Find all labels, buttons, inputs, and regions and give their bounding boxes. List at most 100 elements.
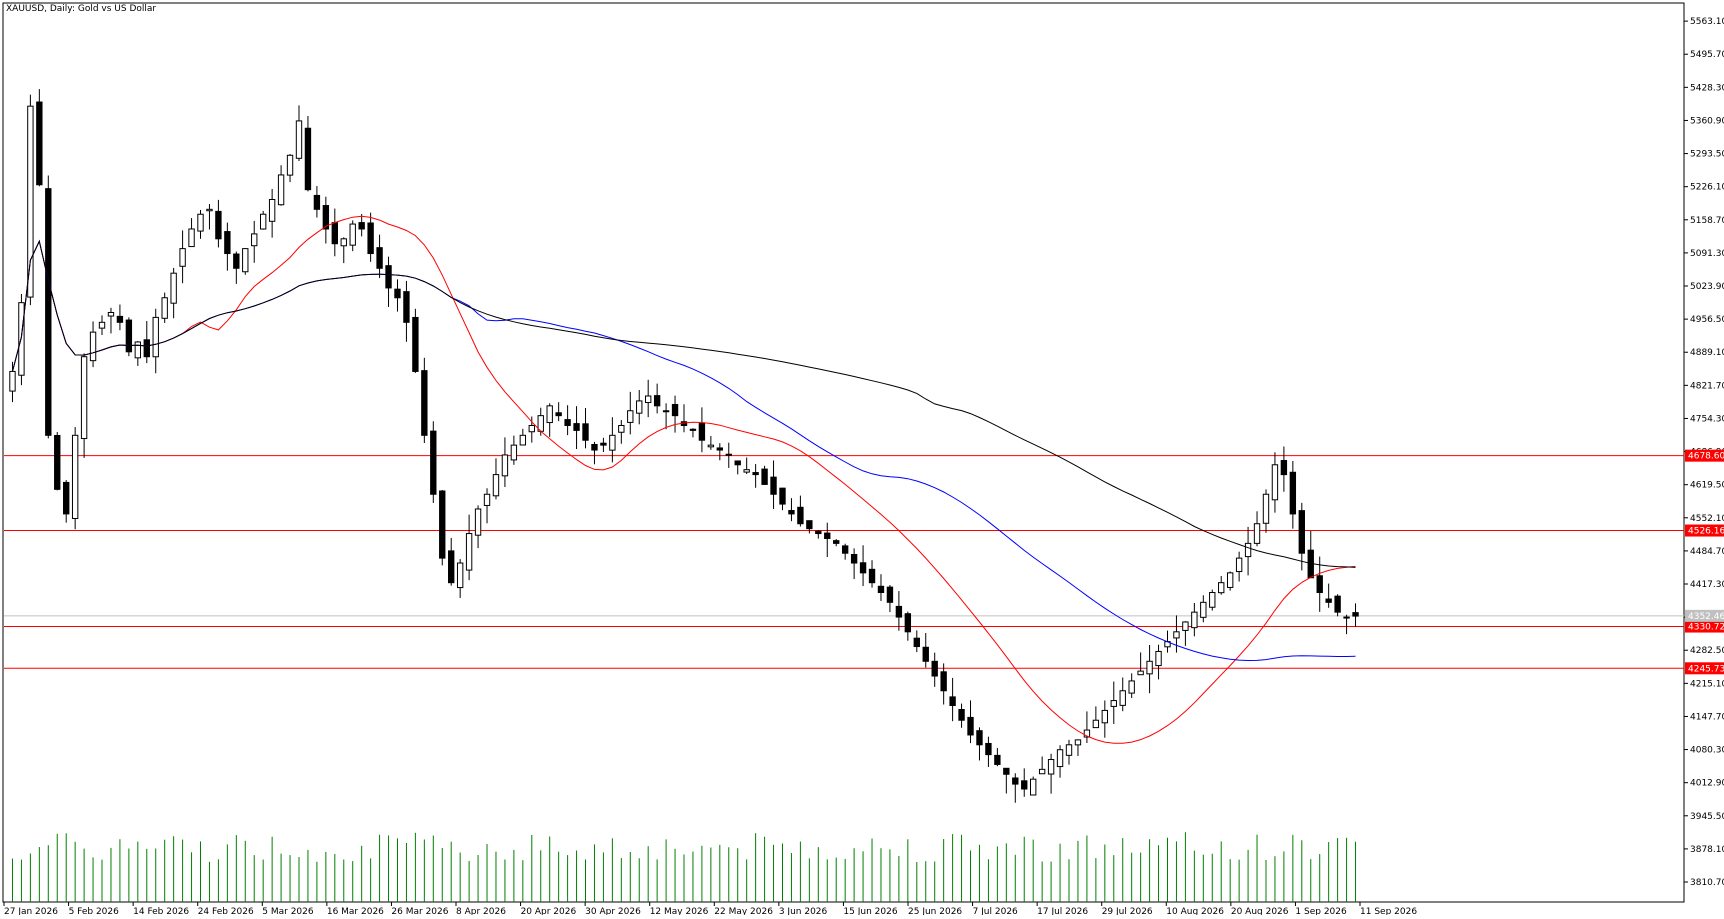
candle-body bbox=[797, 506, 804, 525]
candle-body bbox=[143, 339, 150, 358]
candle-body bbox=[1289, 471, 1297, 515]
candle-body bbox=[671, 403, 679, 417]
candle-body bbox=[985, 742, 992, 756]
candle-body bbox=[179, 248, 186, 267]
y-tick-label: 3810.70 bbox=[1690, 878, 1724, 888]
candle-body bbox=[689, 428, 697, 431]
x-tick-label: 10 Aug 2026 bbox=[1166, 907, 1224, 915]
moving-average-line bbox=[12, 215, 1356, 744]
y-axis: 5563.10 5495.70 5428.30 5360.90 5293.50 5226.… bbox=[1684, 17, 1724, 888]
y-tick-label: 4754.30 bbox=[1690, 414, 1724, 424]
level-label: 4526.16 bbox=[1688, 527, 1724, 537]
candle-body bbox=[1235, 557, 1243, 573]
candle-body bbox=[394, 288, 401, 299]
candle-body bbox=[868, 568, 876, 584]
candle-body bbox=[331, 222, 338, 245]
candle-body bbox=[618, 424, 625, 433]
candle-body bbox=[295, 120, 303, 159]
candle-body bbox=[1092, 719, 1100, 729]
current-price-label: 4352.46 bbox=[1688, 612, 1724, 622]
candle-body bbox=[1003, 767, 1010, 775]
candle-body bbox=[806, 520, 813, 530]
candles bbox=[9, 89, 1359, 803]
candle-body bbox=[367, 222, 374, 255]
volume-bars bbox=[11, 832, 1357, 902]
candle-body bbox=[376, 247, 383, 269]
candle-body bbox=[304, 127, 312, 191]
y-tick-label: 5428.30 bbox=[1690, 83, 1724, 93]
candle-body bbox=[197, 213, 204, 232]
y-tick-label: 5563.10 bbox=[1690, 17, 1724, 27]
level-marker bbox=[1685, 524, 1724, 537]
candle-body bbox=[45, 188, 52, 436]
candle-body bbox=[1155, 650, 1162, 667]
candle-body bbox=[600, 442, 607, 446]
y-tick-label: 5495.70 bbox=[1690, 50, 1724, 60]
candle-body bbox=[994, 754, 1001, 765]
candle-body bbox=[215, 210, 222, 240]
candle-body bbox=[922, 646, 929, 662]
candle-body bbox=[36, 101, 43, 186]
candle-body bbox=[627, 410, 634, 423]
candle-body bbox=[510, 444, 518, 461]
y-tick-label: 4889.10 bbox=[1690, 348, 1724, 358]
candle-body bbox=[268, 199, 276, 222]
candle-body bbox=[698, 422, 706, 441]
candle-body bbox=[385, 265, 392, 289]
candle-body bbox=[1110, 700, 1117, 707]
candle-body bbox=[958, 708, 965, 721]
y-tick-label: 3878.10 bbox=[1690, 845, 1724, 855]
x-tick-label: 29 Jul 2026 bbox=[1102, 907, 1153, 915]
candle-body bbox=[152, 316, 159, 358]
x-tick-label: 15 Jun 2026 bbox=[843, 907, 897, 915]
candle-body bbox=[1218, 582, 1225, 594]
candle-body bbox=[63, 481, 70, 515]
candle-body bbox=[1262, 493, 1270, 524]
candle-body bbox=[1038, 768, 1046, 775]
candle-body bbox=[653, 395, 661, 407]
horizontal-levels bbox=[4, 455, 1684, 669]
candle-body bbox=[456, 562, 464, 589]
candle-body bbox=[815, 530, 822, 535]
candle-body bbox=[904, 613, 912, 633]
candle-body bbox=[286, 154, 294, 176]
candle-body bbox=[134, 341, 142, 359]
candle-body bbox=[1352, 612, 1359, 617]
candle-body bbox=[609, 434, 616, 451]
candle-body bbox=[501, 454, 509, 477]
candle-body bbox=[1253, 523, 1261, 544]
candle-body bbox=[224, 231, 231, 255]
x-tick-label: 24 Feb 2026 bbox=[198, 907, 254, 915]
candle-body bbox=[1343, 616, 1350, 619]
candle-body bbox=[877, 585, 885, 594]
candle-body bbox=[465, 533, 473, 571]
candle-body bbox=[474, 508, 482, 536]
candle-body bbox=[1083, 729, 1091, 738]
candle-body bbox=[519, 434, 527, 446]
candle-body bbox=[233, 253, 240, 269]
candle-body bbox=[403, 291, 410, 323]
candle-body bbox=[1056, 749, 1064, 768]
candle-body bbox=[89, 331, 97, 362]
moving-average-line bbox=[12, 239, 1356, 568]
candle-body bbox=[80, 356, 88, 440]
level-marker bbox=[1685, 662, 1724, 675]
candle-body bbox=[1047, 759, 1055, 775]
candle-body bbox=[161, 297, 168, 319]
x-tick-label: 25 Jun 2026 bbox=[908, 907, 962, 915]
candle-body bbox=[1316, 575, 1323, 594]
x-axis: 27 Jan 2026 5 Feb 2026 14 Feb 2026 24 Feb 2… bbox=[3, 902, 1417, 917]
candle-body bbox=[931, 660, 938, 677]
candle-body bbox=[27, 105, 34, 298]
y-tick-label: 4821.70 bbox=[1690, 381, 1724, 391]
candle-body bbox=[1065, 744, 1073, 756]
level-marker bbox=[1685, 449, 1724, 462]
candle-body bbox=[430, 430, 437, 495]
candle-body bbox=[1012, 777, 1019, 785]
candle-body bbox=[1182, 621, 1189, 631]
candle-body bbox=[421, 370, 428, 436]
y-tick-label: 4147.70 bbox=[1690, 712, 1724, 722]
candle-body bbox=[9, 370, 16, 392]
